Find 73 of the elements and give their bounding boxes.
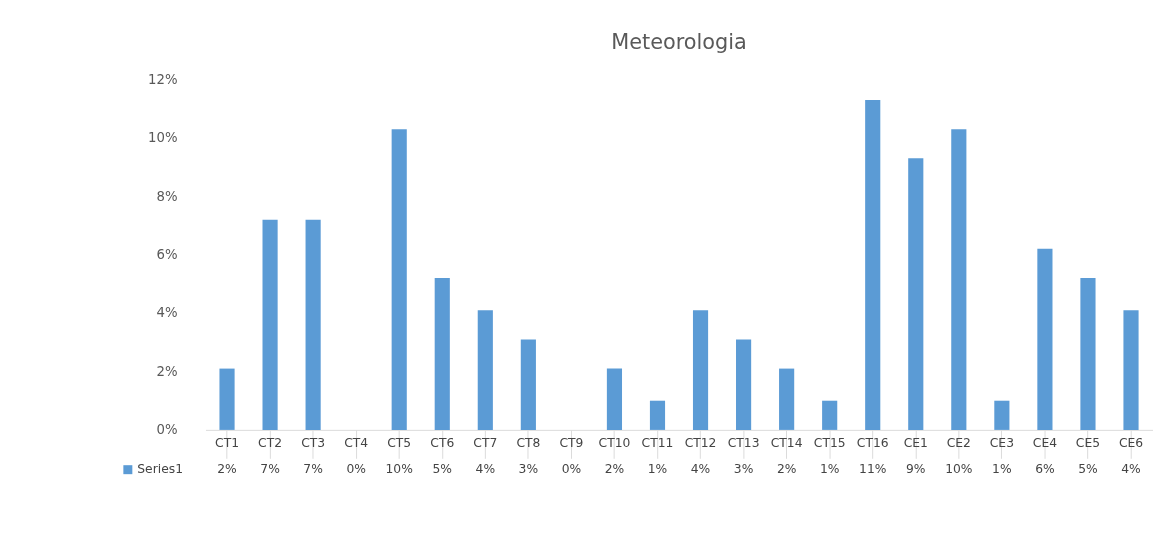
bar: [391, 129, 407, 430]
data-label: 1%: [647, 462, 668, 477]
x-tick-label: CT10: [598, 436, 631, 451]
x-tick-label: CT14: [770, 436, 803, 451]
data-label: 3%: [518, 462, 539, 477]
bar: [994, 400, 1010, 430]
bar: [262, 219, 278, 430]
bar: [822, 400, 838, 430]
data-label: 7%: [260, 462, 280, 477]
data-label: 7%: [303, 462, 323, 477]
bar: [951, 129, 967, 430]
bar: [1037, 248, 1053, 430]
x-tick-label: CT9: [559, 436, 584, 451]
data-label: 6%: [1035, 462, 1055, 477]
data-label: 2%: [776, 462, 797, 477]
bar: [219, 368, 235, 430]
bar: [908, 158, 924, 430]
y-tick-label: 10%: [148, 130, 178, 146]
data-label: 2%: [604, 462, 625, 477]
bar: [649, 400, 666, 430]
x-tick-label: CE4: [1032, 436, 1058, 451]
chart-title: Meteorologia: [611, 30, 747, 55]
x-tick-label: CT12: [684, 436, 717, 451]
bar: [520, 339, 536, 430]
x-tick-label: CT3: [301, 436, 326, 451]
bar: [692, 310, 709, 430]
bar: [865, 99, 881, 430]
x-tick-label: CT7: [473, 436, 498, 451]
x-tick-label: CT15: [813, 436, 846, 451]
y-tick-label: 2%: [156, 363, 178, 379]
x-tick-label: CE6: [1118, 436, 1144, 451]
bar: [305, 219, 321, 430]
data-label: 2%: [217, 462, 237, 477]
data-label: 4%: [1121, 462, 1141, 477]
x-tick-label: CE1: [903, 436, 928, 451]
bar: [1080, 278, 1096, 430]
data-label: 0%: [346, 462, 366, 477]
data-label: 11%: [859, 462, 887, 477]
x-tick-label: CT4: [344, 436, 369, 451]
y-tick-label: 6%: [156, 246, 178, 262]
bar: [779, 368, 795, 430]
y-tick-label: 12%: [148, 71, 178, 87]
x-tick-label: CE5: [1075, 436, 1101, 451]
data-label: 10%: [385, 462, 413, 477]
x-tick-label: CT16: [856, 436, 889, 451]
legend-label: Series1: [137, 462, 183, 477]
data-label: 0%: [561, 462, 582, 477]
data-label: 4%: [690, 462, 711, 477]
bar: [1123, 310, 1139, 430]
x-tick-label: CT8: [516, 436, 541, 451]
y-tick-label: 4%: [156, 305, 178, 321]
x-tick-label: CT5: [387, 436, 412, 451]
bar: [477, 310, 493, 430]
x-tick-label: CT2: [258, 436, 283, 451]
data-label: 1%: [992, 462, 1012, 477]
data-label: 3%: [733, 462, 754, 477]
data-label: 4%: [475, 462, 496, 477]
x-tick-label: CT13: [727, 436, 760, 451]
x-tick-label: CT1: [215, 436, 239, 451]
y-tick-label: 8%: [156, 188, 178, 204]
bar: [434, 278, 450, 430]
data-label: 5%: [432, 462, 453, 477]
data-label: 10%: [945, 462, 973, 477]
x-tick-label: CT6: [430, 436, 455, 451]
data-label: 1%: [819, 462, 840, 477]
x-tick-label: CT11: [641, 436, 674, 451]
y-tick-label: 0%: [156, 422, 178, 438]
bar: [606, 368, 623, 430]
data-label: 5%: [1078, 462, 1098, 477]
x-tick-label: CE2: [946, 436, 971, 451]
bar: [736, 339, 752, 430]
data-label: 9%: [906, 462, 926, 477]
x-tick-label: CE3: [989, 436, 1014, 451]
